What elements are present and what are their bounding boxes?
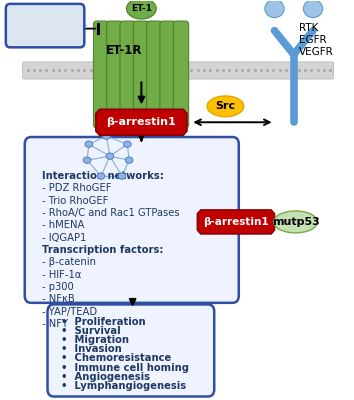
Text: Dual ET-1R
Antagonists: Dual ET-1R Antagonists bbox=[10, 14, 80, 37]
FancyBboxPatch shape bbox=[160, 21, 175, 128]
Ellipse shape bbox=[265, 0, 284, 18]
Text: - HIF-1α: - HIF-1α bbox=[41, 270, 81, 280]
FancyBboxPatch shape bbox=[25, 137, 239, 303]
Text: ET-1R: ET-1R bbox=[84, 25, 88, 26]
Text: - NFκB: - NFκB bbox=[41, 294, 74, 304]
FancyBboxPatch shape bbox=[147, 21, 162, 128]
Ellipse shape bbox=[83, 157, 91, 163]
Text: •  Angiogenesis: • Angiogenesis bbox=[61, 372, 150, 382]
Ellipse shape bbox=[118, 173, 126, 179]
Text: β-arrestin1: β-arrestin1 bbox=[107, 117, 176, 127]
Text: •  Lymphangiogenesis: • Lymphangiogenesis bbox=[61, 381, 186, 391]
Text: •  Immune cell homing: • Immune cell homing bbox=[61, 363, 189, 373]
Text: - hMENA: - hMENA bbox=[41, 220, 84, 230]
Text: Src: Src bbox=[215, 101, 235, 111]
Ellipse shape bbox=[126, 0, 156, 19]
Text: mutp53: mutp53 bbox=[272, 217, 319, 227]
Ellipse shape bbox=[103, 133, 110, 140]
Text: •  Proliferation: • Proliferation bbox=[61, 317, 145, 327]
FancyBboxPatch shape bbox=[133, 21, 149, 128]
Polygon shape bbox=[96, 109, 187, 135]
FancyBboxPatch shape bbox=[173, 21, 189, 128]
Text: Interaction networks:: Interaction networks: bbox=[41, 171, 164, 181]
Text: ET-1: ET-1 bbox=[131, 4, 152, 13]
Ellipse shape bbox=[124, 141, 131, 147]
Ellipse shape bbox=[125, 157, 133, 163]
Text: - PDZ RhoGEF: - PDZ RhoGEF bbox=[41, 183, 111, 193]
Text: Transcription factors:: Transcription factors: bbox=[41, 245, 163, 255]
Polygon shape bbox=[198, 210, 274, 234]
FancyBboxPatch shape bbox=[6, 4, 84, 47]
Text: •  Survival: • Survival bbox=[61, 326, 120, 336]
Text: - RhoA/C and Rac1 GTPases: - RhoA/C and Rac1 GTPases bbox=[41, 208, 179, 218]
Text: - β-catenin: - β-catenin bbox=[41, 258, 96, 267]
Ellipse shape bbox=[106, 153, 114, 159]
Text: •  Migration: • Migration bbox=[61, 335, 129, 345]
FancyBboxPatch shape bbox=[47, 304, 214, 396]
Ellipse shape bbox=[85, 141, 93, 147]
FancyBboxPatch shape bbox=[107, 21, 122, 128]
Text: •  Chemoresistance: • Chemoresistance bbox=[61, 354, 171, 364]
FancyBboxPatch shape bbox=[120, 21, 136, 128]
Text: RTK
EGFR
VEGFR: RTK EGFR VEGFR bbox=[299, 23, 334, 57]
Text: - IQGAP1: - IQGAP1 bbox=[41, 233, 86, 243]
Ellipse shape bbox=[207, 96, 244, 117]
FancyBboxPatch shape bbox=[23, 62, 334, 79]
Text: •  Invasion: • Invasion bbox=[61, 344, 121, 354]
Text: - NFY: - NFY bbox=[41, 319, 68, 329]
Ellipse shape bbox=[274, 211, 318, 233]
Text: - p300: - p300 bbox=[41, 282, 73, 292]
Ellipse shape bbox=[303, 0, 322, 18]
Text: ET-1R: ET-1R bbox=[106, 44, 143, 57]
Ellipse shape bbox=[97, 173, 105, 179]
Text: - Trio RhoGEF: - Trio RhoGEF bbox=[41, 196, 108, 206]
FancyBboxPatch shape bbox=[93, 21, 109, 128]
Text: β-arrestin1: β-arrestin1 bbox=[203, 217, 269, 227]
Text: - YAP/TEAD: - YAP/TEAD bbox=[41, 307, 97, 317]
